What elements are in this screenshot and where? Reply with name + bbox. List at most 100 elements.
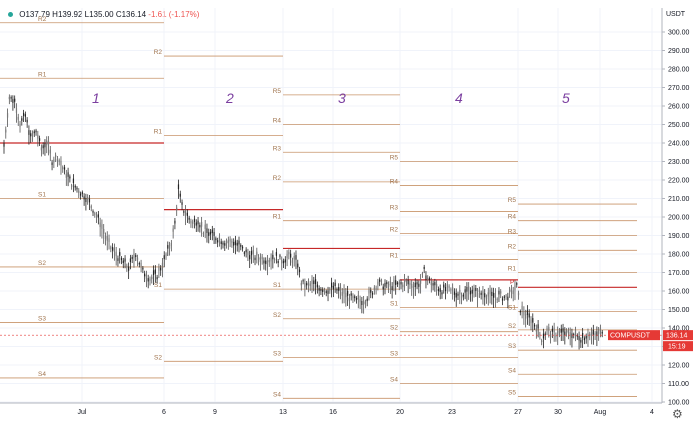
candle-body xyxy=(494,292,496,298)
candle-body xyxy=(40,147,42,151)
pivot-label-r3: R3 xyxy=(390,204,399,211)
candle-body xyxy=(160,267,162,271)
candle-body xyxy=(364,301,367,304)
pivot-label-s3: S3 xyxy=(38,315,46,322)
candle-body xyxy=(306,283,308,286)
pivot-label-r2: R2 xyxy=(390,227,399,234)
candle-body xyxy=(21,118,23,121)
candle-body xyxy=(304,282,306,288)
candle-body xyxy=(101,224,103,229)
candle-body xyxy=(62,167,64,170)
high-value: H139.92 xyxy=(52,10,83,19)
time-tick-label: 16 xyxy=(329,409,337,416)
candle-body xyxy=(249,255,251,260)
candle-body xyxy=(55,154,57,158)
pivot-label-r4: R4 xyxy=(390,179,399,186)
candle-body xyxy=(74,185,76,188)
week-number-label: 4 xyxy=(455,90,463,106)
candle-body xyxy=(489,289,491,295)
candle-body xyxy=(562,328,564,333)
candle-body xyxy=(459,289,461,295)
price-tick-label: 180.00 xyxy=(668,252,690,259)
candle-body xyxy=(158,267,160,271)
candle-body xyxy=(24,114,26,117)
candle-body xyxy=(282,260,285,264)
candle-body xyxy=(300,282,302,286)
time-tick-label: 6 xyxy=(162,409,166,416)
pivot-label-s4: S4 xyxy=(273,391,281,398)
gear-icon[interactable]: ⚙ xyxy=(672,407,683,421)
candle-body xyxy=(555,334,557,338)
candle-body xyxy=(197,220,199,225)
candle-body xyxy=(10,96,12,99)
candle-body xyxy=(259,257,261,262)
candle-body xyxy=(371,292,374,295)
candle-body xyxy=(108,238,110,242)
candle-body xyxy=(97,214,99,218)
candle-body xyxy=(131,256,133,259)
candle-body xyxy=(402,284,404,288)
candle-body xyxy=(6,113,9,118)
pivot-label-s2: S2 xyxy=(273,312,281,319)
candle-body xyxy=(420,278,422,284)
candle-body xyxy=(313,280,315,284)
candle-body xyxy=(580,340,582,343)
candle-body xyxy=(475,287,477,291)
candle-body xyxy=(46,140,48,145)
candle-body xyxy=(412,285,415,291)
candle-body xyxy=(238,240,240,245)
candle-body xyxy=(318,288,320,291)
currency-label: USDT xyxy=(666,11,686,18)
time-tick-label: 13 xyxy=(279,409,287,416)
candle-body xyxy=(145,274,148,279)
candle-body xyxy=(327,290,329,294)
candle-body xyxy=(295,255,297,260)
pivot-label-r2: R2 xyxy=(273,175,282,182)
candle-body xyxy=(115,251,117,257)
candle-body xyxy=(476,292,479,298)
candle-body xyxy=(599,327,602,331)
candle-body xyxy=(370,290,372,293)
candle-body xyxy=(170,242,172,246)
candle-body xyxy=(30,133,32,137)
candle-body xyxy=(245,249,247,253)
candle-body xyxy=(201,221,203,227)
candle-body xyxy=(439,288,441,292)
week-labels: 1 2 3 4 5 xyxy=(92,90,570,106)
candle-body xyxy=(414,282,416,287)
candle-body xyxy=(350,293,352,296)
candle-body xyxy=(444,287,447,292)
pivot-label-r1: R1 xyxy=(508,266,517,273)
candle-body xyxy=(594,333,596,336)
candle-body xyxy=(583,338,586,341)
candle-body xyxy=(336,289,338,291)
candle-body xyxy=(361,300,363,305)
candle-body xyxy=(432,283,434,286)
candle-body xyxy=(398,282,400,285)
time-axis[interactable]: Jul 6 9 13 16 20 23 27 30 Aug 4 xyxy=(0,402,662,416)
pivot-label-s4: S4 xyxy=(38,371,46,378)
candle-body xyxy=(195,222,197,226)
candle-body xyxy=(31,133,34,136)
candle-body xyxy=(425,275,427,280)
candle-body xyxy=(325,291,327,293)
price-tick-label: 290.00 xyxy=(668,48,690,55)
candle-body xyxy=(441,292,443,295)
candle-body xyxy=(516,283,518,285)
candle-body xyxy=(316,284,318,288)
price-tick-label: 250.00 xyxy=(668,122,690,129)
candle-body xyxy=(368,290,370,294)
week-number-label: 3 xyxy=(338,90,346,106)
candle-body xyxy=(87,196,89,200)
candle-body xyxy=(277,261,279,264)
candle-body xyxy=(514,285,516,291)
candle-body xyxy=(156,277,158,280)
candle-body xyxy=(455,293,457,298)
pivot-label-r5: R5 xyxy=(273,88,282,95)
candle-body xyxy=(185,210,187,215)
candle-body xyxy=(330,282,333,288)
candle-body xyxy=(297,263,299,268)
candle-body xyxy=(430,281,432,286)
candle-body xyxy=(532,318,534,323)
